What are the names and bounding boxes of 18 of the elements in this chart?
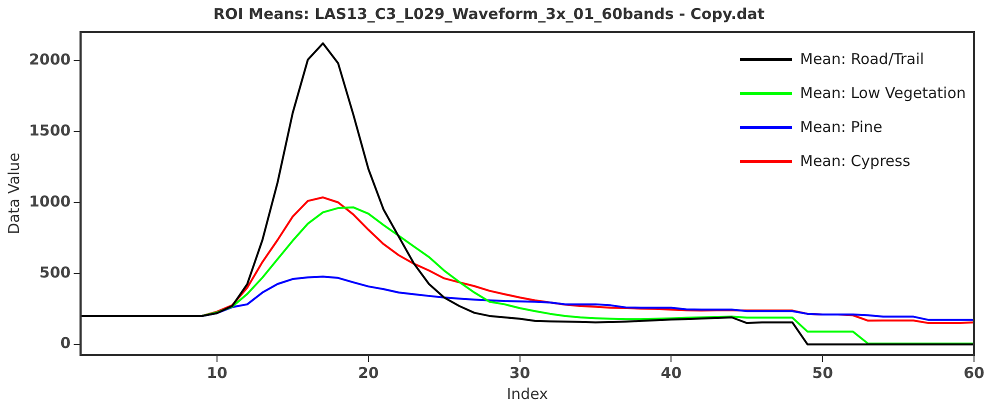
- x-tick-label: 40: [660, 364, 682, 382]
- legend-label: Mean: Cypress: [800, 152, 910, 170]
- y-tick-label: 2000: [29, 50, 71, 68]
- y-tick-label: 1000: [29, 192, 71, 210]
- y-tick-label: 500: [39, 263, 71, 282]
- y-tick-label: 1500: [29, 121, 71, 140]
- x-tick-label: 20: [358, 364, 379, 382]
- x-axis-title: Index: [506, 384, 548, 403]
- chart-title: ROI Means: LAS13_C3_L029_Waveform_3x_01_60bands - Copy.dat: [213, 4, 765, 23]
- x-tick-label: 50: [812, 364, 834, 382]
- legend-label: Mean: Road/Trail: [800, 50, 924, 68]
- x-tick-label: 60: [964, 364, 984, 382]
- legend-label: Mean: Pine: [800, 118, 882, 136]
- x-tick-label: 30: [509, 364, 530, 382]
- y-tick-label: 0: [60, 334, 71, 352]
- x-tick-label: 10: [206, 364, 228, 382]
- legend-label: Mean: Low Vegetation: [800, 84, 966, 102]
- y-axis-title: Data Value: [4, 152, 23, 234]
